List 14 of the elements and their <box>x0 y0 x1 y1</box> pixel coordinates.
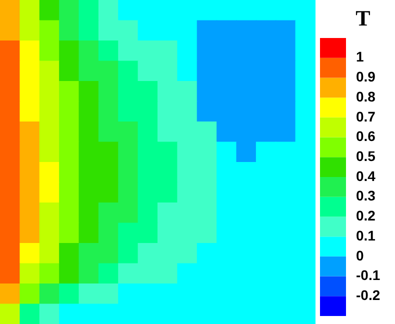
color-bar-label: 0.9 <box>356 68 376 85</box>
color-bar-label: 0.8 <box>356 88 376 104</box>
color-bar-label: 0.4 <box>356 168 376 184</box>
color-bar-label: 0 <box>356 247 364 264</box>
color-bar-label: 0.3 <box>356 188 376 204</box>
color-bar-label: -0.1 <box>356 267 380 284</box>
color-bar-label: 1 <box>356 48 364 65</box>
color-bar-title: T <box>356 6 371 31</box>
color-bar-label: 0.6 <box>356 128 376 144</box>
color-bar-label: 0.2 <box>356 208 376 224</box>
color-bar-label: 0.1 <box>356 227 376 244</box>
color-bar-label: -0.2 <box>356 287 380 303</box>
color-bar-label: 0.5 <box>356 148 376 164</box>
color-bar-label: 0.7 <box>356 108 376 124</box>
